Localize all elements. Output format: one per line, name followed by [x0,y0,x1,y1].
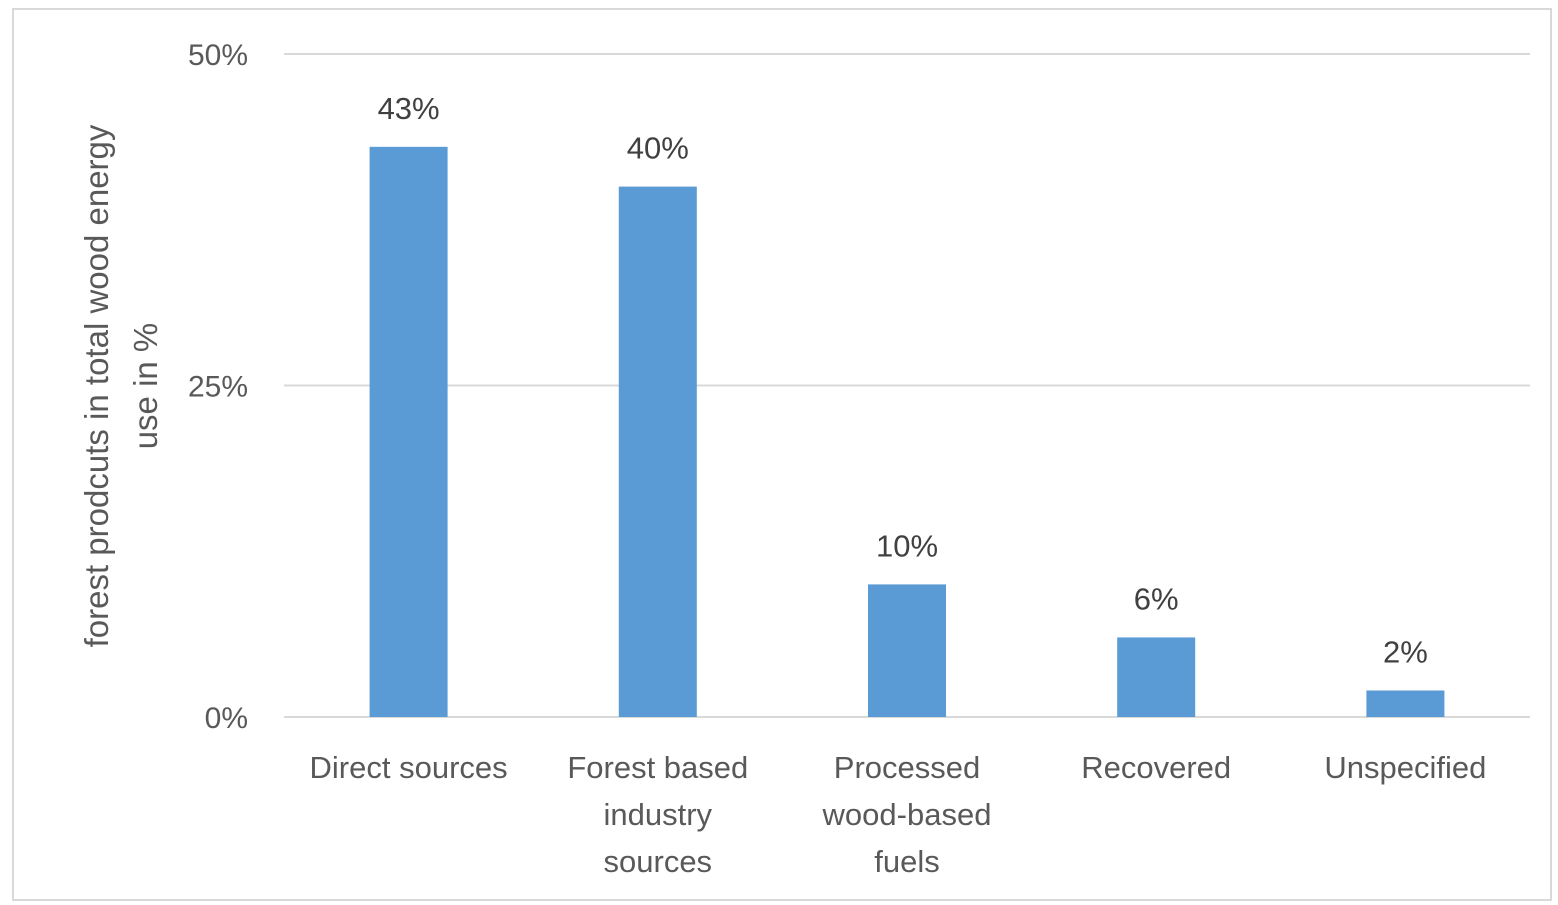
bar [369,146,448,717]
data-labels: 43% 40% 10% 6% 2% [378,91,1428,670]
y-axis-tick-labels: 0% 25% 50% [188,39,248,735]
y-axis-title-line: forest prodcuts in total wood energy [78,124,115,647]
category-label: Processed wood-based fuels [822,750,992,879]
category-label: Direct sources [310,750,508,785]
chart-frame [12,8,1552,901]
y-tick-label: 0% [205,702,248,735]
bar [1117,637,1196,717]
bar [1366,690,1445,717]
bar [868,584,946,717]
category-label-line: Forest based [567,750,748,785]
y-axis-title-line: use in % [127,323,164,450]
category-label-line: Direct sources [310,750,508,785]
x-axis-category-labels: Direct sources Forest based industry source… [310,750,1487,879]
category-label-line: Recovered [1081,750,1231,785]
y-tick-label: 25% [188,371,248,404]
data-label: 2% [1383,634,1428,669]
bars [369,146,1445,718]
bar [618,186,697,718]
category-label: Unspecified [1324,750,1486,785]
category-label-line: fuels [874,844,939,879]
category-label-line: Unspecified [1324,750,1486,785]
y-axis-title: forest prodcuts in total wood energy use … [78,124,164,647]
data-label: 10% [876,528,938,563]
category-label-line: sources [604,844,713,879]
data-label: 40% [627,131,689,166]
category-label-line: Processed [834,750,980,785]
category-label-line: wood-based [822,797,992,832]
category-label: Forest based industry sources [567,750,748,879]
data-label: 43% [378,91,440,126]
data-label: 6% [1134,581,1179,616]
category-label-line: industry [604,797,713,832]
y-tick-label: 50% [188,39,248,72]
category-label: Recovered [1081,750,1231,785]
